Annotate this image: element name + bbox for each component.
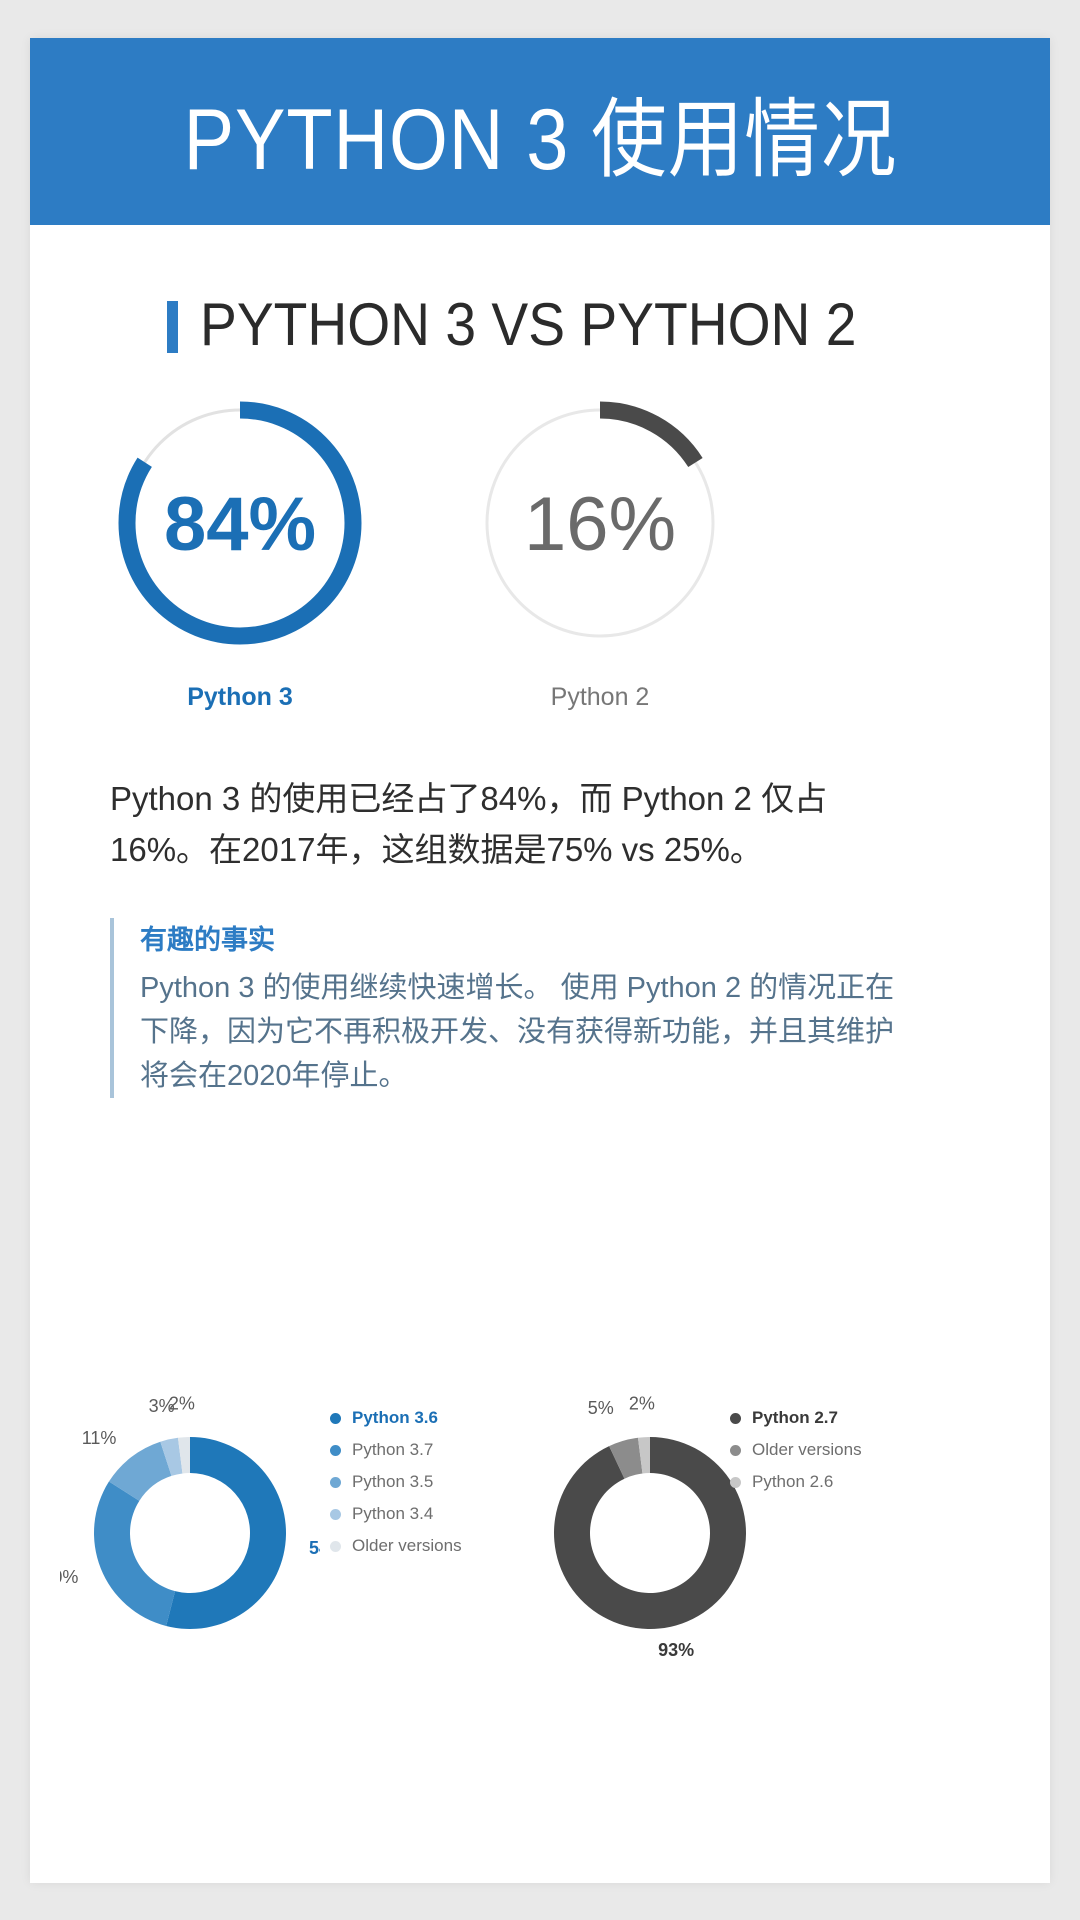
fun-fact-title: 有趣的事实 [140,925,275,955]
pie-slice-value: 11% [82,1428,117,1448]
python3-versions-donut: 54% 30% 11% 3%2% [60,1393,320,1629]
python3-donut-label: Python 3 [187,683,293,711]
pie-slice-value: 54% [309,1538,320,1558]
pie-slice [637,1437,650,1474]
pie-slice [166,1437,286,1629]
python3-versions-legend: Python 3.6 Python 3.7 Python 3.5 Python 3.4… [330,1405,462,1565]
python2-versions-legend: Python 2.7 Older versions Python 2.6 [730,1405,862,1501]
legend-item: Python 3.6 [330,1405,462,1431]
legend-item: Older versions [730,1437,862,1463]
legend-dot-icon [330,1444,341,1456]
comparison-donuts: 84% Python 3 16% Python 2 [30,378,1050,758]
pie-slice-value: 2% [629,1393,655,1413]
legend-label: Python 3.5 [352,1472,434,1491]
section-title: PYTHON 3 VS PYTHON 2 [199,291,857,358]
legend-dot-icon [730,1444,741,1456]
pie-slice-value: 2% [169,1393,195,1413]
legend-item: Python 3.5 [330,1469,462,1495]
fun-fact-body: Python 3 的使用继续快速增长。 使用 Python 2 的情况正在下降，… [140,972,895,1093]
fun-fact-callout: 有趣的事实 Python 3 的使用继续快速增长。 使用 Python 2 的情… [110,918,900,1099]
legend-dot-icon [730,1476,741,1488]
pie-slice [160,1437,183,1476]
python2-versions-donut: 93% 5% 2% [554,1393,746,1660]
legend-dot-icon [330,1412,341,1424]
legend-item: Python 3.7 [330,1437,462,1463]
pie-slice [108,1441,172,1501]
python3-versions-chart: 54% 30% 11% 3%2% [60,1393,320,1673]
pie-slice-value: 3% [149,1396,175,1416]
python2-donut: 16% Python 2 [475,378,725,711]
pie-slice [609,1437,643,1479]
legend-item: Python 3.4 [330,1501,462,1527]
pie-slice-value: 5% [588,1398,614,1418]
python3-donut-svg: 84% [118,401,362,645]
pie-slice-value: 30% [60,1567,78,1587]
legend-label: Older versions [752,1440,862,1459]
legend-dot-icon [330,1540,341,1552]
legend-label: Python 3.7 [352,1440,434,1459]
header-banner: PYTHON 3 使用情况 [30,38,1050,225]
pie-slice [554,1437,746,1629]
infographic-card: PYTHON 3 使用情况 PYTHON 3 VS PYTHON 2 84% P… [30,38,1050,1883]
legend-dot-icon [330,1476,341,1488]
legend-label: Python 3.4 [352,1504,434,1523]
python2-versions-chart: 93% 5% 2% [520,1393,780,1673]
summary-paragraph: Python 3 的使用已经占了84%，而 Python 2 仅占16%。在20… [110,780,828,869]
pie-slice [93,1481,176,1626]
legend-item: Python 2.7 [730,1405,862,1431]
legend-item: Python 2.6 [730,1469,862,1495]
legend-label: Python 2.7 [752,1408,838,1427]
section-accent-bar [166,300,178,353]
pie-slice [177,1437,190,1474]
pie-slice-value: 93% [658,1640,694,1660]
legend-dot-icon [330,1508,341,1520]
svg-text:16%: 16% [524,482,676,567]
python3-donut: 84% Python 3 [115,378,365,711]
legend-label: Python 2.6 [752,1472,834,1491]
section-heading: PYTHON 3 VS PYTHON 2 [30,290,1050,359]
legend-label: Python 3.6 [352,1408,438,1427]
legend-item: Older versions [330,1533,462,1559]
legend-label: Older versions [352,1536,462,1555]
page-title: PYTHON 3 使用情况 [183,92,897,188]
svg-text:84%: 84% [164,482,316,567]
python2-donut-label: Python 2 [550,683,650,711]
python2-donut-svg: 16% [478,401,722,645]
legend-dot-icon [730,1412,741,1424]
